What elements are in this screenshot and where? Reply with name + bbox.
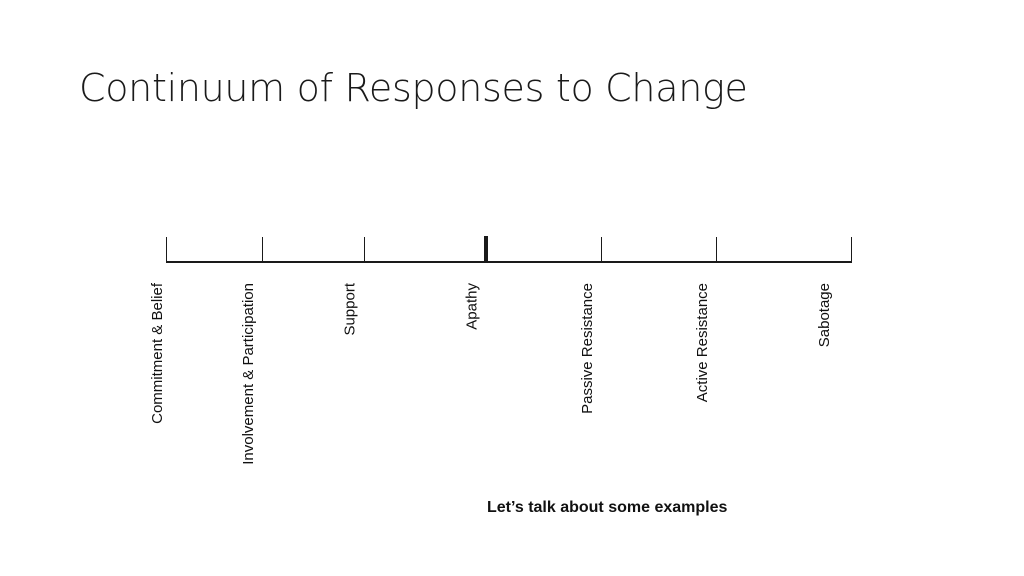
- tick-commitment-belief: [166, 237, 167, 262]
- tick-passive-resistance: [601, 237, 602, 262]
- tick-support: [364, 237, 365, 262]
- footer-note: Let’s talk about some examples: [487, 499, 728, 516]
- label-involvement-participation-text: Involvement & Participation: [240, 283, 257, 465]
- tick-active-resistance: [716, 237, 717, 262]
- label-apathy-text: Apathy: [464, 283, 481, 330]
- slide-title: Continuum of Responses to Change: [79, 66, 748, 110]
- label-active-resistance-text: Active Resistance: [694, 283, 711, 403]
- tick-sabotage: [851, 237, 852, 262]
- tick-apathy: [484, 236, 488, 261]
- tick-involvement-participation: [262, 237, 263, 262]
- label-support-text: Support: [342, 283, 359, 336]
- continuum-axis-line: [166, 261, 852, 263]
- label-sabotage-text: Sabotage: [816, 283, 833, 348]
- label-commitment-belief-text: Commitment & Belief: [149, 283, 166, 424]
- label-passive-resistance-text: Passive Resistance: [579, 283, 596, 414]
